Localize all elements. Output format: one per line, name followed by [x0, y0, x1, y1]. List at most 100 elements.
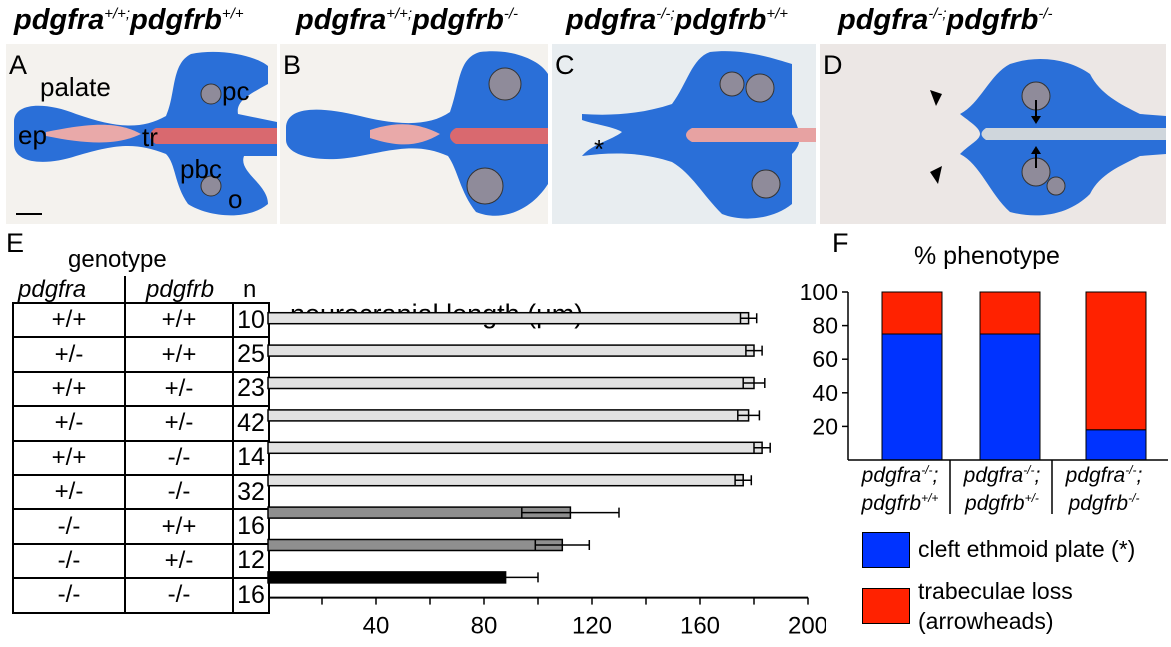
- y-tick-label: 100: [800, 279, 838, 305]
- pdgfra-cell: +/-: [12, 405, 126, 442]
- error-bar-0: [739, 313, 758, 324]
- error-bar-1: [745, 345, 763, 356]
- error-bar-5: [734, 475, 753, 486]
- x-tick-label: 120: [572, 613, 612, 640]
- pdgfra-cell: +/-: [12, 336, 126, 373]
- y-tick-label: 40: [812, 380, 838, 406]
- chart-e-bars: [267, 311, 771, 584]
- n-cell: 10: [232, 301, 270, 339]
- panel-c-specimen: [582, 51, 816, 219]
- stack-red-0: [881, 291, 943, 335]
- genotype-header: genotype: [68, 246, 167, 273]
- category-label-0-line2: pdgfrb+/+: [861, 491, 939, 515]
- stack-red-2: [1085, 291, 1147, 431]
- panel-d-label: D: [823, 50, 843, 80]
- legend-loss-swatch: [862, 588, 910, 624]
- pdgfra-cell: -/-: [12, 542, 126, 580]
- x-tick-label: 80: [471, 613, 498, 640]
- error-bar-4: [753, 442, 771, 453]
- y-tick-label: 60: [812, 346, 838, 372]
- legend-loss-label: trabeculae loss (arrowheads): [918, 576, 1073, 636]
- n-cell: 12: [232, 542, 270, 580]
- pdgfrb-cell: +/+: [124, 301, 234, 339]
- chart-f-axes: [847, 292, 1168, 514]
- panel-b-label: B: [283, 50, 302, 80]
- phenotype-chart: % phenotype 20 40 60 80 100 pdgfra-/-; pdgfrb…: [800, 242, 1168, 515]
- header-divider: [124, 276, 126, 302]
- col-n-header: n: [243, 276, 257, 303]
- table-row: +/+ +/- 23: [12, 370, 270, 408]
- genotype-table-body: +/+ +/+ 10 +/- +/+ 25 +/+ +/- 23 +/- +/- 42 +/+ -/- 14…: [12, 301, 270, 614]
- ep-label: ep: [18, 120, 47, 150]
- n-cell: 42: [232, 405, 270, 442]
- pdgfra-cell: +/+: [12, 439, 126, 476]
- cleft-asterisk: *: [594, 134, 605, 164]
- panel-c-image: C *: [552, 44, 816, 224]
- stack-blue-1: [979, 333, 1041, 461]
- bar-4: [267, 441, 763, 455]
- legend-cleft-swatch: [862, 532, 910, 568]
- bar-0: [267, 311, 750, 325]
- palate-label: palate: [40, 72, 111, 102]
- pdgfrb-cell: -/-: [124, 473, 234, 511]
- table-row: -/- +/+ 16: [12, 508, 270, 545]
- n-cell: 16: [232, 577, 270, 614]
- tr-label: tr: [142, 122, 158, 152]
- pc-label: pc: [222, 76, 250, 106]
- col-pdgfra-header: pdgfra: [18, 276, 87, 303]
- y-tick-label: 20: [812, 413, 838, 439]
- panel-f-label: F: [832, 228, 849, 258]
- pdgfra-cell: +/+: [12, 370, 126, 408]
- n-cell: 32: [232, 473, 270, 511]
- pdgfrb-cell: +/-: [124, 405, 234, 442]
- stack-red-1: [979, 291, 1041, 335]
- table-row: +/+ -/- 14: [12, 439, 270, 476]
- chart-f-bars: [881, 291, 1147, 461]
- category-label-1-line2: pdgfrb+/-: [964, 491, 1039, 515]
- error-bar-6: [521, 507, 620, 518]
- panel-a-label: A: [9, 50, 28, 80]
- category-label-2-line1: pdgfra-/-;: [1065, 463, 1143, 487]
- panel-b-image: B: [280, 44, 548, 224]
- chart-f-title: % phenotype: [914, 242, 1060, 270]
- error-bar-8: [472, 572, 539, 583]
- x-tick-label: 160: [680, 613, 720, 640]
- chart-e-ticks: 40 80 120 160 200: [321, 597, 826, 640]
- genotype-table: +/+ +/+ 10 +/- +/+ 25 +/+ +/- 23 +/- +/- 42 +/+ -/- 14…: [12, 301, 270, 614]
- pdgfrb-cell: +/+: [124, 508, 234, 545]
- bar-3: [267, 409, 750, 422]
- n-cell: 23: [232, 370, 270, 408]
- error-bar-2: [742, 378, 766, 388]
- bar-2: [267, 376, 755, 390]
- pdgfra-cell: -/-: [12, 508, 126, 545]
- chart-f-categories: pdgfra-/-; pdgfrb+/+ pdgfra-/-; pdgfrb+/- pd…: [861, 463, 1143, 515]
- pdgfrb-cell: +/-: [124, 370, 234, 408]
- pbc-label: pbc: [180, 154, 222, 184]
- pdgfrb-cell: -/-: [124, 439, 234, 476]
- panel-c-label: C: [555, 50, 575, 80]
- table-row: -/- -/- 16: [12, 577, 270, 614]
- table-row: -/- +/- 12: [12, 542, 270, 580]
- panel-d-title: pdgfra-/-;pdgfrb-/-: [838, 4, 1053, 36]
- x-tick-label: 40: [363, 613, 390, 640]
- table-row: +/- -/- 32: [12, 473, 270, 511]
- panel-b-specimen: [286, 51, 548, 216]
- legend-loss-line2: (arrowheads): [918, 608, 1054, 634]
- error-bar-7: [534, 540, 591, 550]
- panel-e-label: E: [6, 228, 25, 258]
- x-tick-label: 200: [788, 613, 826, 640]
- category-label-2-line2: pdgfrb-/-: [1068, 491, 1140, 515]
- pdgfrb-cell: +/+: [124, 336, 234, 373]
- pdgfrb-cell: +/-: [124, 542, 234, 580]
- legend-loss-line1: trabeculae loss: [918, 578, 1073, 604]
- bar-8: [267, 571, 507, 584]
- o-label: o: [228, 184, 243, 214]
- table-row: +/- +/- 42: [12, 405, 270, 442]
- panel-a-image: A palate pc ep tr pbc o: [6, 44, 277, 224]
- category-label-1-line1: pdgfra-/-;: [963, 463, 1041, 487]
- pdgfra-cell: +/+: [12, 301, 126, 339]
- table-row: +/+ +/+ 10: [12, 301, 270, 339]
- panel-c-title: pdgfra-/-;pdgfrb+/+: [566, 4, 789, 36]
- panel-b-title: pdgfra+/+;pdgfrb-/-: [296, 4, 519, 36]
